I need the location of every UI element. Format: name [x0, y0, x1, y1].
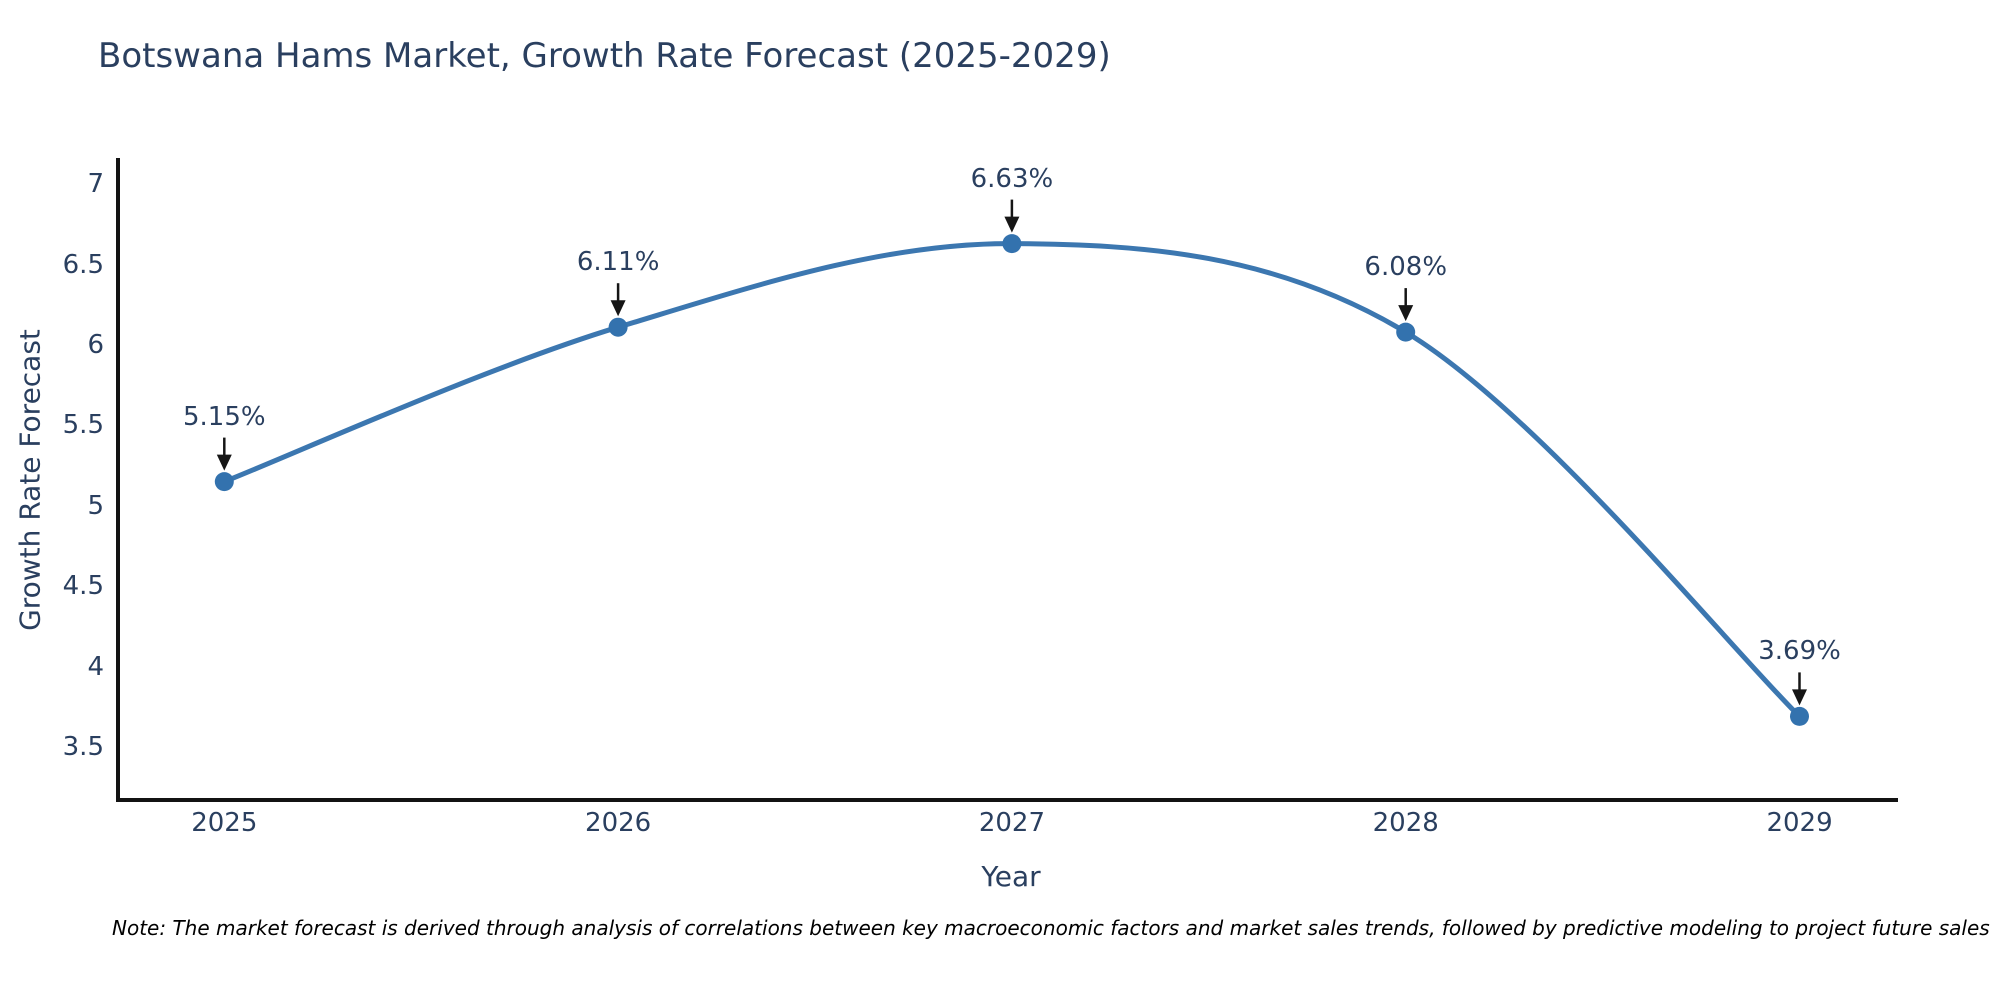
- data-point-annotation: 5.15%: [183, 401, 266, 432]
- annotation-arrowhead-icon: [610, 300, 626, 317]
- x-tick-label: 2027: [978, 808, 1046, 838]
- annotation-arrowhead-icon: [216, 454, 232, 471]
- chart-title: Botswana Hams Market, Growth Rate Foreca…: [98, 36, 1111, 76]
- forecast-line: [221, 241, 1802, 719]
- data-point-marker[interactable]: [1002, 234, 1022, 254]
- y-tick-label: 5.5: [62, 410, 104, 441]
- data-point-marker[interactable]: [214, 472, 234, 492]
- y-tick-label: 5: [87, 490, 104, 521]
- y-tick-label: 3.5: [62, 731, 104, 762]
- data-point-marker[interactable]: [608, 317, 628, 337]
- data-point-annotation: 6.11%: [576, 247, 660, 278]
- data-point-annotation: 6.63%: [970, 163, 1054, 194]
- x-tick-label: 2026: [585, 808, 652, 838]
- data-point-annotation: 3.69%: [1758, 636, 1841, 667]
- data-point-marker[interactable]: [1790, 706, 1809, 726]
- x-tick-label: 2029: [1766, 808, 1833, 838]
- footnote: Note: The market forecast is derived thr…: [112, 916, 1990, 940]
- x-axis-title: Year: [981, 860, 1041, 893]
- annotation-arrowhead-icon: [1004, 216, 1020, 233]
- y-tick-label: 6: [87, 329, 104, 360]
- data-point-marker[interactable]: [1396, 322, 1416, 342]
- annotation-arrowhead-icon: [1398, 305, 1414, 322]
- data-point-annotation: 6.08%: [1364, 252, 1448, 283]
- x-tick-label: 2028: [1372, 808, 1439, 838]
- y-tick-label: 4.5: [62, 571, 104, 602]
- y-tick-label: 4: [87, 651, 104, 682]
- annotation-arrowhead-icon: [1792, 689, 1807, 706]
- x-tick-label: 2025: [191, 808, 258, 838]
- y-tick-label: 7: [87, 169, 104, 200]
- y-tick-label: 6.5: [62, 249, 104, 280]
